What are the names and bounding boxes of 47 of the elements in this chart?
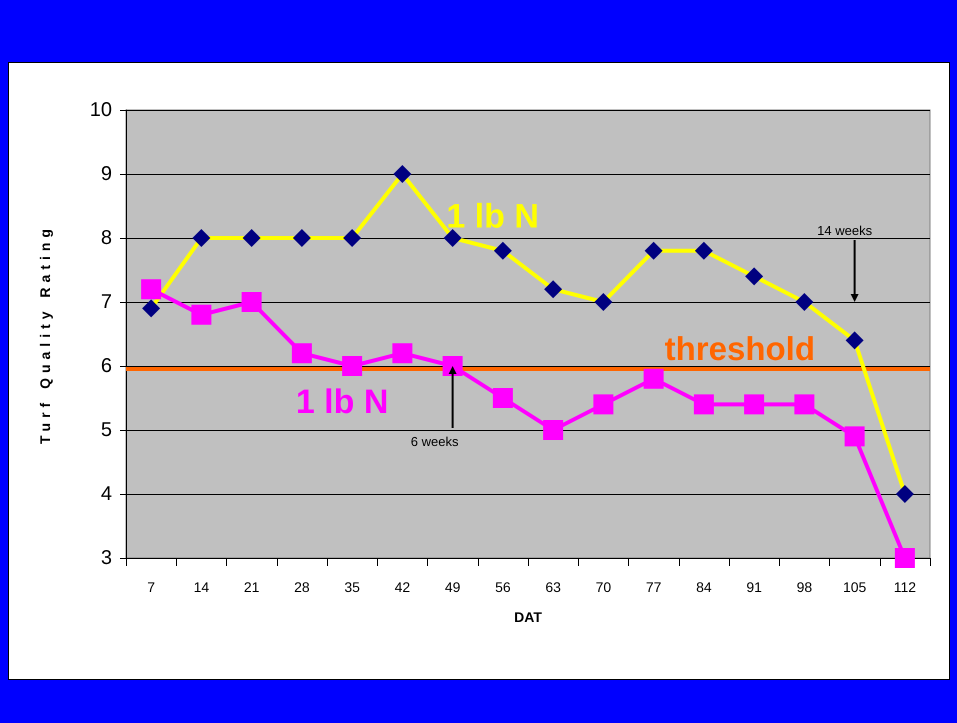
series-label: 1 lb N (446, 198, 539, 236)
ref-line-label: threshold (664, 330, 815, 368)
y-tick-label: 6 (100, 355, 112, 377)
point (492, 388, 513, 408)
y-tick-label: 8 (100, 227, 112, 249)
point (543, 420, 564, 440)
x-tick-label: 77 (646, 579, 662, 595)
x-tick-label: 56 (495, 579, 511, 595)
point (794, 394, 814, 414)
point (292, 343, 312, 364)
point (342, 356, 362, 376)
x-tick-label: 28 (294, 579, 310, 595)
y-axis-title: Turf Quality Rating (37, 224, 53, 444)
point (141, 279, 162, 300)
point (442, 356, 463, 376)
point (694, 394, 714, 414)
point (593, 394, 614, 414)
y-tick-label: 10 (90, 99, 112, 121)
annotation: 6 weeks (410, 434, 459, 449)
x-tick-label: 21 (244, 579, 260, 595)
x-tick-label: 98 (796, 579, 812, 595)
x-tick-label: 70 (596, 579, 612, 595)
point (844, 426, 865, 446)
x-tick-label: 7 (147, 579, 156, 595)
point (644, 368, 664, 389)
y-tick-label: 4 (100, 483, 112, 505)
x-tick-label: 14 (194, 579, 210, 595)
y-tick-label: 7 (100, 291, 112, 313)
y-tick-label: 5 (100, 419, 112, 441)
y-tick-label: 9 (100, 163, 112, 185)
x-tick-label: 35 (344, 579, 360, 595)
point (744, 394, 764, 414)
y-tick-label: 3 (100, 547, 112, 569)
point (392, 343, 412, 364)
x-tick-label: 91 (746, 579, 762, 595)
annotation: 14 weeks (817, 223, 873, 238)
x-tick-label: 84 (696, 579, 712, 595)
series-label: 1 lb N (296, 383, 388, 422)
point (191, 304, 212, 325)
x-tick-label: 42 (394, 579, 410, 595)
x-axis-title: DAT (514, 609, 542, 625)
x-tick-label: 105 (842, 579, 867, 595)
point (242, 292, 262, 312)
x-tick-label: 112 (894, 579, 916, 595)
point (894, 548, 915, 568)
x-tick-label: 49 (444, 579, 461, 595)
x-tick-label: 63 (545, 579, 562, 595)
